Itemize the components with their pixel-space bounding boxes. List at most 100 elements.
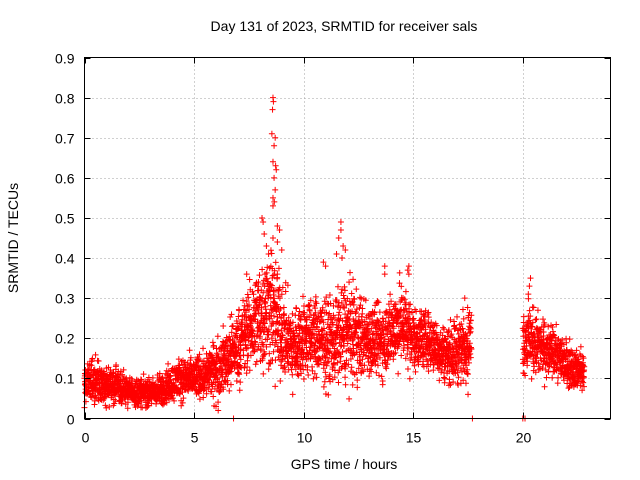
data-point: [195, 357, 202, 364]
y-tick-label: 0.7: [55, 131, 75, 147]
data-point: [306, 307, 313, 314]
data-point: [289, 310, 296, 317]
data-point: [396, 280, 403, 287]
data-point: [413, 341, 420, 348]
data-point: [361, 362, 368, 369]
data-point: [301, 302, 308, 309]
data-point: [528, 375, 535, 382]
data-point: [206, 376, 213, 383]
data-point: [278, 358, 285, 365]
data-point: [199, 367, 206, 374]
data-point: [339, 255, 346, 262]
data-point: [296, 308, 303, 315]
data-point: [135, 377, 142, 384]
data-point: [349, 381, 356, 388]
data-point: [262, 295, 269, 302]
x-tick-label: 20: [516, 430, 532, 446]
data-point: [118, 400, 125, 407]
y-tick-label: 0.6: [55, 171, 75, 187]
data-point: [377, 354, 384, 361]
data-point: [382, 318, 389, 325]
data-point: [138, 377, 145, 384]
data-point: [261, 351, 268, 358]
data-point: [262, 306, 269, 313]
data-point: [185, 387, 192, 394]
data-point: [335, 235, 342, 241]
data-point: [268, 130, 275, 137]
data-point: [289, 371, 296, 378]
data-point: [376, 309, 383, 316]
data-point: [100, 397, 107, 404]
data-point: [272, 186, 279, 193]
data-point: [320, 383, 327, 390]
data-point: [260, 370, 267, 377]
data-point: [210, 342, 217, 349]
data-point: [250, 291, 257, 298]
data-point: [425, 314, 432, 321]
data-point: [324, 359, 331, 366]
data-point: [270, 98, 277, 105]
data-point: [422, 322, 429, 329]
data-point: [310, 331, 317, 338]
data-point: [316, 344, 323, 351]
data-points: [81, 94, 588, 422]
data-point: [237, 356, 244, 363]
data-point: [334, 359, 341, 366]
data-point: [368, 368, 375, 375]
data-point: [159, 401, 166, 408]
y-axis-label: SRMTID / TECUs: [5, 183, 21, 293]
data-point: [260, 341, 267, 348]
data-point: [208, 388, 215, 395]
data-point: [371, 309, 378, 316]
data-point: [344, 295, 351, 302]
data-point: [340, 292, 347, 299]
data-point: [383, 365, 390, 372]
data-point: [312, 293, 319, 300]
data-point: [359, 310, 366, 317]
data-point: [241, 336, 248, 343]
data-point: [236, 387, 243, 394]
data-point: [113, 362, 120, 369]
data-point: [212, 359, 219, 366]
data-point: [219, 356, 226, 363]
data-point: [466, 329, 473, 336]
data-point: [123, 375, 130, 382]
data-point: [325, 358, 332, 365]
data-point: [353, 286, 360, 293]
data-point: [376, 372, 383, 379]
x-axis-label: GPS time / hours: [291, 456, 398, 472]
data-point: [347, 322, 354, 329]
data-point: [441, 375, 448, 382]
data-point: [360, 368, 367, 375]
data-point: [334, 347, 341, 354]
data-point: [210, 393, 217, 400]
data-point: [266, 350, 273, 357]
y-tick-labels: 0 0.1 0.2 0.3 0.4 0.5 0.6 0.7 0.8 0.9: [55, 51, 75, 428]
data-point: [327, 348, 334, 355]
data-point: [350, 301, 357, 308]
data-point: [278, 315, 285, 322]
data-point: [277, 305, 284, 312]
data-point: [220, 386, 227, 393]
data-point: [337, 353, 344, 360]
data-point: [396, 269, 403, 276]
data-point: [543, 374, 550, 381]
data-point: [320, 325, 327, 332]
data-point: [307, 355, 314, 362]
data-point: [245, 337, 252, 344]
data-point: [261, 320, 268, 327]
data-point: [218, 348, 225, 355]
data-point: [267, 287, 274, 294]
data-point: [322, 369, 329, 376]
data-point: [311, 320, 318, 327]
data-point: [181, 359, 188, 366]
data-point: [369, 331, 376, 338]
y-tick-label: 0.4: [55, 251, 75, 267]
data-point: [271, 174, 278, 181]
data-point: [282, 368, 289, 375]
data-point: [378, 334, 385, 341]
data-point: [315, 360, 322, 367]
data-point: [335, 350, 342, 357]
data-point: [178, 402, 185, 409]
data-point: [111, 400, 118, 407]
